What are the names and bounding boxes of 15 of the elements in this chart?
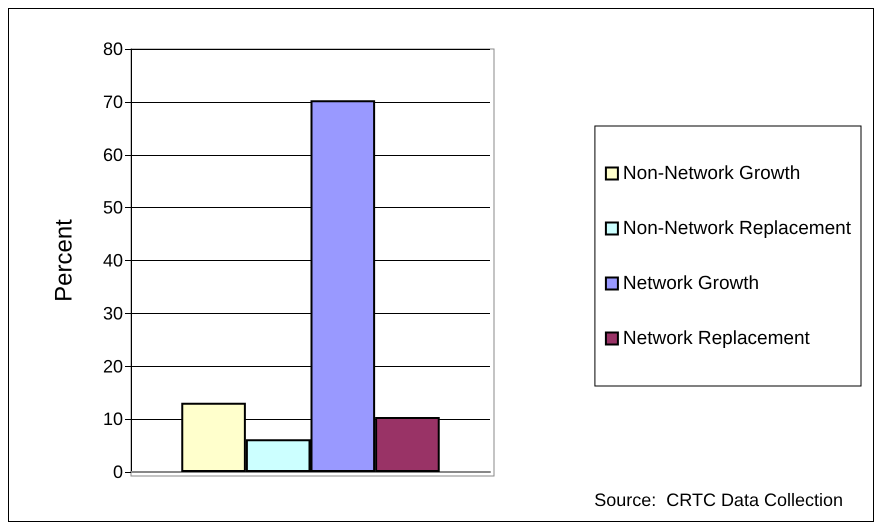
y-tick-label: 50 bbox=[102, 198, 123, 218]
legend-label: Non-Network Growth bbox=[622, 163, 800, 184]
y-tick-label: 70 bbox=[102, 92, 123, 112]
y-tick-label: 30 bbox=[102, 303, 123, 324]
source-note: Source: CRTC Data Collection bbox=[594, 490, 843, 510]
y-tick-label: 0 bbox=[112, 462, 123, 482]
y-tick-label: 10 bbox=[102, 409, 123, 430]
legend-label: Non-Network Replacement bbox=[622, 218, 852, 239]
y-tick-label: 60 bbox=[102, 144, 123, 165]
y-tick-label: 80 bbox=[102, 39, 123, 59]
legend-label: Network Replacement bbox=[622, 328, 811, 349]
y-axis-title: Percent bbox=[50, 218, 78, 302]
legend-label: Network Growth bbox=[622, 273, 760, 294]
y-tick-label: 20 bbox=[102, 356, 123, 376]
y-tick-label: 40 bbox=[102, 250, 123, 270]
